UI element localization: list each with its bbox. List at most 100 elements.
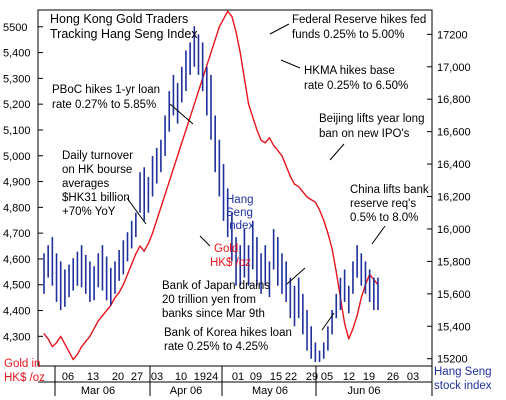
annotation-china-line-2: reserve req's: [350, 198, 416, 210]
gold-point: [227, 10, 229, 12]
annotation-hkma-pointer: [280, 59, 301, 69]
x-axis-day-label: 12: [343, 371, 355, 383]
annotation-bok-pointer: [321, 312, 335, 331]
gold-point: [151, 232, 154, 234]
gold-point: [72, 358, 74, 361]
gold-point: [210, 51, 212, 54]
gold-point: [60, 335, 62, 337]
x-axis-day-label: 22: [285, 371, 297, 383]
gold-point: [252, 116, 254, 118]
annotation-turnover-line-2: on HK bourse: [62, 164, 132, 176]
gold-point: [260, 139, 262, 141]
plot-area: [37, 9, 433, 367]
hang-seng-series-label: Hang Seng Index: [226, 194, 257, 232]
annotation-turnover-line-5: +70% YoY: [62, 206, 116, 218]
gold-point: [160, 206, 162, 208]
left-axis-tick-label: 5500: [3, 22, 27, 34]
gold-point: [231, 15, 233, 18]
annotation-turnover-pointer: [126, 197, 147, 225]
gold-point: [168, 180, 170, 183]
left-axis-tick-label: 4,600: [3, 254, 31, 266]
hang-seng-label-line-2: Seng: [226, 207, 253, 219]
x-axis-day-label: 03: [151, 371, 163, 383]
x-axis-month-label: Jun 06: [347, 385, 380, 397]
x-axis-month-label: Mar 06: [81, 385, 115, 397]
annotation-bok: Bank of Korea hikes loan rate 0.25% to 4…: [164, 327, 295, 353]
gold-point: [131, 263, 133, 265]
gold-point: [193, 103, 195, 105]
gold-point: [122, 284, 124, 286]
hang-seng-label-line-1: Hang: [226, 194, 254, 206]
gold-point: [218, 26, 220, 28]
gold-label-line-1: Gold: [214, 243, 238, 255]
x-axis-day-label: 26: [387, 371, 399, 383]
right-axis-tick-label: 16,400: [437, 159, 471, 171]
gold-point: [51, 346, 53, 348]
x-axis-day-label: 05: [321, 371, 333, 383]
gold-point: [97, 320, 99, 322]
gold-point: [285, 165, 287, 167]
annotation-turnover-line-1: Daily turnover: [62, 150, 133, 162]
hang-seng-series-group: [43, 26, 379, 362]
gold-point: [302, 191, 304, 193]
left-axis-tick-label: 5,100: [3, 125, 31, 137]
title-line-1: Hong Kong Gold Traders: [50, 12, 188, 26]
gold-point: [135, 253, 137, 255]
gold-point: [185, 129, 187, 131]
gold-point: [239, 51, 241, 54]
right-axis-tick-label: 15,400: [437, 321, 471, 333]
gold-point: [247, 103, 250, 105]
annotation-china-line-3: 0.5% to 8.0%: [350, 212, 418, 224]
right-axis-tick-label: 16,800: [437, 94, 471, 106]
x-axis-day-label: 03: [407, 371, 419, 383]
gold-point: [306, 196, 308, 198]
left-axis-tick-label: 4,500: [3, 280, 31, 292]
annotation-bok-line-2: rate 0.25% to 4.25%: [164, 341, 268, 353]
right-axis-tick-label: 15,800: [437, 256, 471, 268]
annotation-fed-line-2: funds 0.25% to 5.00%: [292, 29, 405, 41]
right-axis-tick-label: 17200: [437, 29, 468, 41]
left-axis-tick-label: 4,800: [3, 202, 31, 214]
left-axis-tick-label: 5,000: [3, 151, 31, 163]
gold-point: [143, 250, 145, 252]
annotation-turnover-line-3: averages: [62, 178, 110, 190]
annotation-beijing-line-1: Beijing lifts year long: [319, 113, 424, 125]
x-axis-day-label: 29: [306, 371, 318, 383]
left-axis-label-line-1: Gold in: [4, 358, 40, 370]
gold-point: [318, 209, 321, 211]
left-axis-tick-label: 5,300: [3, 73, 31, 85]
gold-point: [214, 39, 216, 41]
right-axis-tick-label: 16,600: [437, 127, 471, 139]
right-axis-tick-label: 15,600: [437, 289, 471, 301]
gold-point: [181, 142, 183, 144]
left-axis-label: Gold in HK$ /oz: [4, 358, 45, 384]
gold-point: [101, 315, 104, 317]
annotation-boj-line-2: 20 trillion yen from: [162, 294, 256, 306]
annotation-turnover: Daily turnover on HK bourse averages $HK…: [62, 150, 136, 218]
left-axis-tick-label: 5,400: [3, 48, 31, 60]
gold-point: [243, 77, 245, 79]
gold-point: [323, 219, 325, 221]
annotation-pboc-line-1: PBoC hikes 1-yr loan: [52, 84, 160, 96]
x-axis-day-label: 13: [87, 371, 99, 383]
annotation-china: China lifts bank reserve req's 0.5% to 8…: [350, 184, 432, 224]
gold-point: [289, 175, 291, 177]
annotation-hkma: HKMA hikes base rate 0.25% to 6.50%: [304, 65, 408, 92]
annotation-hkma-line-2: rate 0.25% to 6.50%: [304, 80, 408, 92]
annotation-bok-line-1: Bank of Korea hikes loan: [164, 327, 292, 339]
x-axis-day-label: 15: [270, 371, 282, 383]
gold-point: [197, 90, 200, 92]
right-axis-label-line-1: Hang Seng: [434, 366, 492, 378]
gold-point: [264, 142, 266, 144]
gold-point: [43, 333, 45, 335]
right-axis-ticks: 15200 15,400 15,600 15,800 16,000 16,200 16,40…: [427, 29, 471, 366]
x-axis-day-label: 20: [112, 371, 124, 383]
gold-point: [335, 271, 337, 273]
annotation-boj-pointer: [286, 267, 306, 285]
gold-point: [206, 64, 208, 67]
left-axis-tick-label: 4,900: [3, 177, 31, 189]
annotation-pboc-line-2: rate 0.27% to 5.85%: [52, 99, 156, 111]
x-axis-day-label: 27: [131, 371, 143, 383]
annotation-beijing-pointer: [329, 143, 345, 161]
